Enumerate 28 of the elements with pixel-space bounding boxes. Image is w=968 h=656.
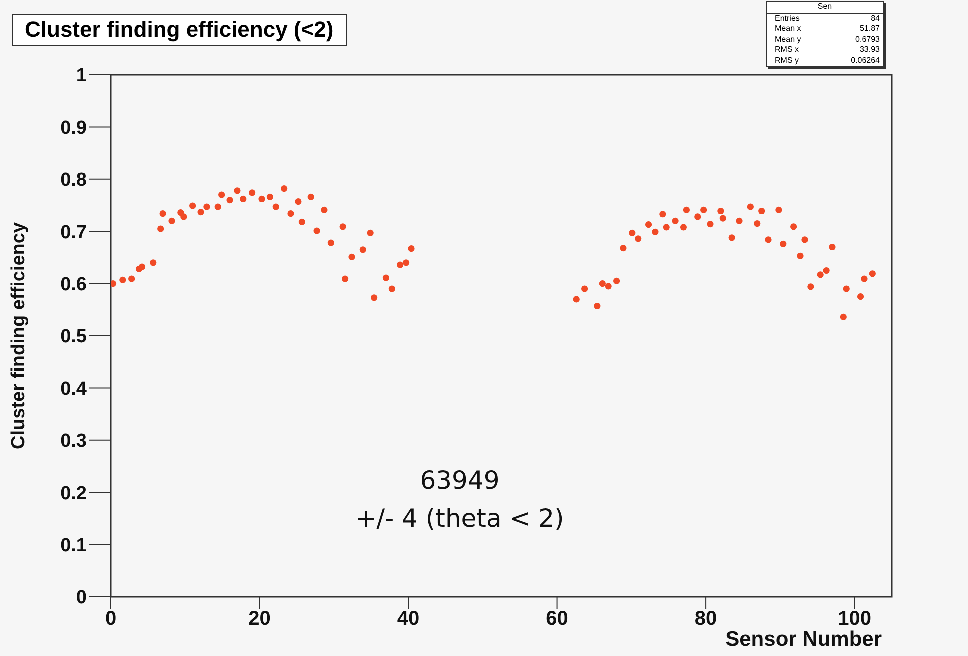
y-tick-label: 0.5 — [60, 326, 88, 348]
y-tick-label: 0.9 — [60, 118, 87, 139]
y-tick-label: 0.3 — [60, 431, 87, 452]
y-tick-label: 1 — [76, 66, 88, 87]
text: RMS y 0.06264 — [775, 56, 880, 64]
y-tick-label: 0.1 — [60, 536, 88, 557]
annotation: 63949 — [419, 465, 501, 497]
x-tick-label: 60 — [546, 608, 568, 630]
y-tick-label: 0 — [76, 588, 87, 609]
chart-title: Cluster finding efficiency (<2) — [12, 14, 347, 46]
x-axis-title: Sensor Number — [726, 628, 882, 651]
y-tick-label: 0.7 — [60, 222, 87, 244]
text: Mean y 0.6793 — [775, 34, 880, 44]
y-tick-label: 0.4 — [60, 378, 88, 400]
x-tick-label: 40 — [397, 608, 420, 630]
x-tick-label: 80 — [694, 608, 718, 630]
y-tick-label: 0.8 — [60, 170, 87, 192]
text: Mean x 51.87 — [775, 24, 880, 33]
x-tick-label: 100 — [838, 608, 872, 630]
y-tick-label: 0.2 — [60, 483, 87, 504]
text: Entries 84 — [775, 14, 880, 22]
text: Sen — [767, 2, 883, 14]
text: RMS x 33.93 — [775, 45, 880, 54]
x-tick-label: 0 — [105, 608, 117, 630]
y-axis-title: Cluster finding efficiency — [8, 222, 30, 450]
y-tick-label: 0.6 — [60, 274, 87, 296]
annotation: +/- 4 (theta < 2) — [354, 503, 566, 535]
x-tick-label: 20 — [248, 608, 271, 630]
